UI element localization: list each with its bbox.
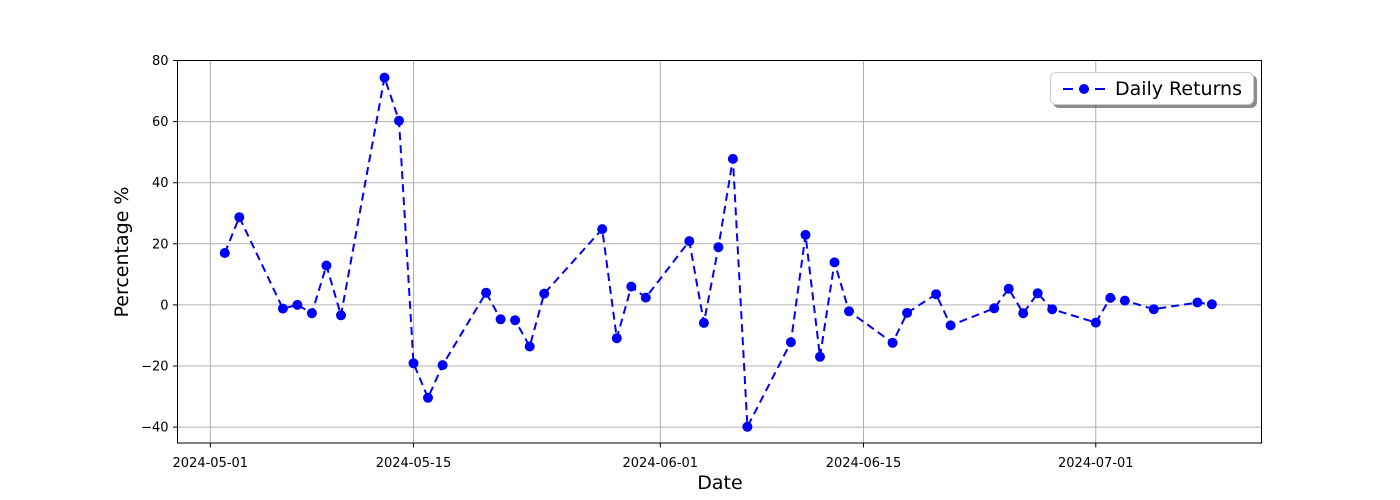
data-point [626,281,637,292]
data-point [234,212,245,223]
x-tick-label: 2024-05-15 [376,456,452,471]
data-point [1148,304,1159,315]
data-point [800,229,811,240]
data-point [510,315,521,326]
data-point [1090,317,1101,328]
data-point [1192,297,1203,308]
y-tick-label: −20 [141,360,168,375]
data-point [408,358,419,369]
data-point [423,392,433,403]
data-point [727,153,738,164]
plot-border [177,60,1262,444]
x-axis-label: Date [697,472,743,494]
data-point [829,257,840,268]
legend-label: Daily Returns [1114,77,1242,100]
data-point [887,337,898,348]
data-point [321,260,332,271]
data-point [931,289,942,300]
data-point [742,421,753,432]
y-axis-label: Percentage % [111,186,133,318]
data-point [539,288,550,299]
data-point [902,307,913,318]
y-tick-label: 60 [152,115,169,130]
data-point [1119,295,1130,306]
data-point [597,224,608,235]
data-point [815,351,825,362]
data-point [611,333,622,344]
y-tick-label: −40 [141,421,168,436]
data-point [785,337,796,348]
data-point [713,242,724,253]
data-point [1105,292,1116,303]
data-point [698,317,709,328]
data-point [1003,283,1014,294]
data-point [336,310,346,321]
data-point [945,320,956,331]
data-point [1047,304,1058,315]
data-point [292,299,303,310]
data-point [379,72,390,83]
data-point [640,292,651,303]
legend-line-sample-icon [1062,83,1105,94]
data-point [495,314,506,325]
data-point [437,360,448,371]
data-point [219,248,230,258]
data-point [1206,299,1217,310]
data-point [684,236,695,247]
legend: Daily Returns [1049,72,1254,105]
x-tick-label: 2024-06-15 [826,456,902,471]
data-point [989,303,1000,314]
y-tick-label: 20 [152,237,169,252]
x-tick-label: 2024-06-01 [623,456,699,471]
data-point [524,341,535,352]
data-point [394,115,404,126]
y-tick-label: 40 [152,176,169,191]
y-tick-label: 0 [160,298,168,313]
data-point [306,308,317,319]
data-point [1032,288,1043,299]
x-tick-label: 2024-05-01 [173,456,249,471]
data-point [1018,308,1029,319]
daily-returns-line [223,73,1213,431]
x-tick-label: 2024-07-01 [1058,456,1134,471]
data-point [277,303,288,314]
data-point [481,287,492,298]
data-point [844,306,854,317]
y-tick-label: 80 [152,54,169,69]
